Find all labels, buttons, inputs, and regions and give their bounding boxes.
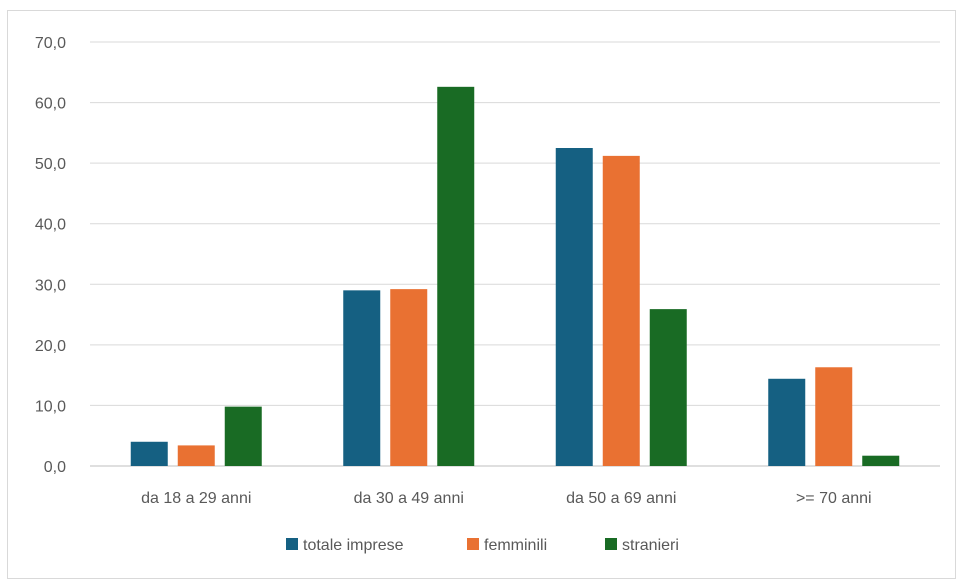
y-tick-label: 20,0 [35,338,66,355]
x-category-label: da 18 a 29 anni [141,490,251,507]
bars [130,86,900,467]
legend-label-stranieri: stranieri [622,537,679,554]
legend-swatch-femminili [467,538,479,550]
bar-stranieri-2 [437,86,475,466]
x-category-label: da 30 a 49 anni [354,490,464,507]
y-tick-label: 70,0 [35,35,66,52]
gridlines [90,41,940,467]
y-tick-label: 30,0 [35,277,66,294]
legend-label-femminili: femminili [484,537,547,554]
bar-totale-imprese-4 [768,378,806,466]
x-category-label: da 50 a 69 anni [566,490,676,507]
bar-femminili-2 [390,289,428,466]
y-tick-label: 50,0 [35,156,66,173]
bar-totale-imprese-3 [555,148,593,466]
bar-femminili-4 [815,367,853,466]
legend: totale imprese femminili stranieri [286,537,679,554]
bar-totale-imprese-1 [130,441,168,466]
bar-chart: 0,0 10,0 20,0 30,0 40,0 50,0 60,0 70,0 da 18 a … [35,35,940,554]
bar-totale-imprese-2 [343,290,381,466]
bar-stranieri-3 [649,309,687,466]
y-tick-label: 60,0 [35,96,66,113]
chart-frame: 0,0 10,0 20,0 30,0 40,0 50,0 60,0 70,0 da 18 a … [7,10,956,579]
y-axis-tick-labels: 0,0 10,0 20,0 30,0 40,0 50,0 60,0 70,0 [35,35,66,476]
y-tick-label: 40,0 [35,217,66,234]
legend-swatch-totale-imprese [286,538,298,550]
legend-label-totale-imprese: totale imprese [303,537,404,554]
legend-swatch-stranieri [605,538,617,550]
y-tick-label: 0,0 [44,459,66,476]
x-axis-category-labels: da 18 a 29 anni da 30 a 49 anni da 50 a 69… [141,490,871,507]
bar-stranieri-1 [224,406,262,466]
bar-femminili-1 [177,445,215,466]
bar-femminili-3 [602,155,640,467]
bar-stranieri-4 [862,455,900,466]
x-category-label: >= 70 anni [796,490,872,507]
y-tick-label: 10,0 [35,398,66,415]
